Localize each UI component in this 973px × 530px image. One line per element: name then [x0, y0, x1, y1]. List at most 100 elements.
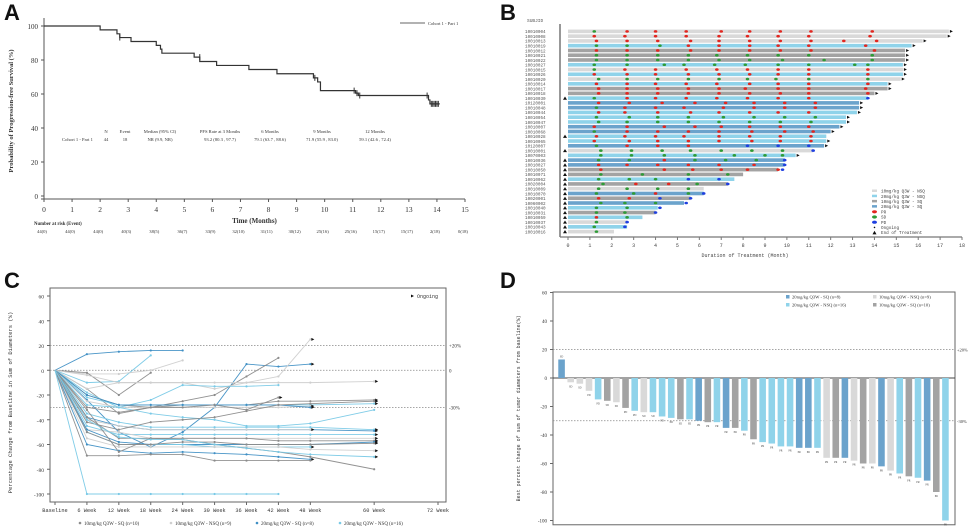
ongoing-arrow [796, 153, 800, 157]
x-tick-label: Baseline [42, 508, 67, 514]
ongoing-arrow [860, 106, 864, 110]
spider-point [181, 450, 184, 454]
waterfall-bar [878, 378, 885, 467]
spider-point [149, 369, 152, 372]
event-marker-pr [717, 163, 721, 167]
event-marker-sd [640, 173, 645, 176]
y-tick-label: 0 [41, 369, 44, 375]
event-marker-pr [717, 92, 721, 95]
spider-point [213, 452, 216, 455]
x-tick-label: 2 [610, 243, 613, 249]
event-marker-pr [596, 87, 601, 90]
subject-id: 10010071 [525, 173, 546, 178]
spider-point [117, 450, 120, 454]
x-tick-label: 17 [937, 243, 943, 249]
spider-point [85, 391, 89, 394]
spider-point [117, 435, 120, 439]
event-marker-pr [747, 72, 752, 76]
event-marker-sd [662, 63, 667, 67]
event-marker-sd [594, 115, 599, 119]
swim-bar [568, 158, 785, 162]
end-of-treatment-marker [563, 225, 567, 229]
ongoing-arrow [906, 53, 910, 57]
event-marker-sd [592, 130, 597, 133]
end-of-treatment-marker [563, 220, 567, 224]
event-marker-pr [715, 68, 719, 71]
spider-point [117, 424, 120, 428]
event-marker-pr [653, 82, 658, 86]
spider-point [149, 349, 152, 352]
spider-point [373, 468, 376, 471]
spider-point [213, 437, 216, 440]
x-tick-label: 2 [98, 205, 102, 214]
spider-point [245, 426, 248, 429]
event-marker-pr [682, 106, 686, 109]
event-marker-pd [806, 144, 811, 148]
event-marker-sd [686, 192, 691, 195]
swim-bar [568, 229, 614, 234]
event-marker-pr [596, 101, 601, 105]
event-marker-sd [686, 173, 691, 176]
x-tick-label: 24 Week [172, 508, 194, 514]
spider-point [277, 406, 280, 409]
spider-point [373, 402, 376, 405]
spider-point [309, 406, 312, 409]
event-marker-pr [745, 34, 750, 38]
swim-bar [568, 82, 888, 86]
risk-table-value: 32(10) [232, 229, 245, 234]
legend-label: PD [881, 221, 887, 226]
risk-table-value: 15(17) [401, 229, 414, 234]
event-marker-sd [780, 154, 785, 157]
end-of-treatment-marker [563, 96, 567, 100]
spider-point [85, 421, 89, 424]
event-marker-pr [813, 101, 818, 105]
event-marker-pr [866, 68, 870, 71]
x-tick-label: 13 [850, 243, 856, 249]
event-marker-pr [776, 168, 780, 171]
event-marker-pr [625, 87, 629, 90]
event-marker-pr [686, 87, 691, 90]
bar-response-label: PR [843, 461, 846, 464]
summary-cell: 93.2 (80.3 , 97.7) [204, 137, 236, 143]
subject-id: 10010007 [525, 126, 546, 131]
event-marker-sd [594, 53, 599, 57]
event-marker-sd [780, 58, 785, 62]
legend-label: 10mg/kg Q3W - SQ (n=10) [84, 522, 140, 527]
event-marker-pd [782, 158, 787, 162]
x-axis-label: Time (Months) [232, 217, 277, 225]
spider-line [54, 349, 183, 371]
panel-letter-d: D [500, 268, 516, 293]
subject-id: 10120007 [525, 145, 546, 150]
spider-point [277, 492, 280, 496]
summary-cell: 79.1 (63.7 , 88.6) [254, 137, 286, 143]
end-of-treatment-marker [563, 201, 567, 205]
subject-id: 10010070 [525, 192, 546, 197]
spider-point [245, 433, 248, 436]
swim-bar [568, 167, 779, 172]
event-marker-pr [592, 72, 597, 76]
ongoing-arrow [857, 110, 861, 114]
spider-point [373, 449, 376, 452]
spider-point [245, 443, 248, 446]
event-marker-pr [599, 168, 603, 171]
event-marker-pr [655, 39, 660, 43]
event-marker-sd [655, 58, 660, 62]
waterfall-bar [594, 378, 602, 400]
waterfall-bar [887, 378, 894, 471]
ongoing-arrow [311, 445, 315, 449]
event-marker-pr [782, 101, 787, 105]
event-marker-pr [592, 139, 597, 143]
spider-point [245, 375, 248, 378]
spider-point [85, 353, 89, 356]
event-marker-pr [747, 92, 752, 95]
event-marker-pr [653, 96, 658, 100]
event-marker-sd [723, 158, 728, 162]
event-marker-sd [747, 120, 752, 124]
legend-marker-20SQ [255, 521, 259, 525]
event-marker-sd [592, 68, 597, 71]
x-tick-label: 0 [42, 205, 46, 214]
waterfall-bar [658, 378, 666, 417]
spider-point [277, 433, 280, 436]
waterfall-bar [640, 378, 648, 413]
event-marker-pr [782, 130, 787, 133]
